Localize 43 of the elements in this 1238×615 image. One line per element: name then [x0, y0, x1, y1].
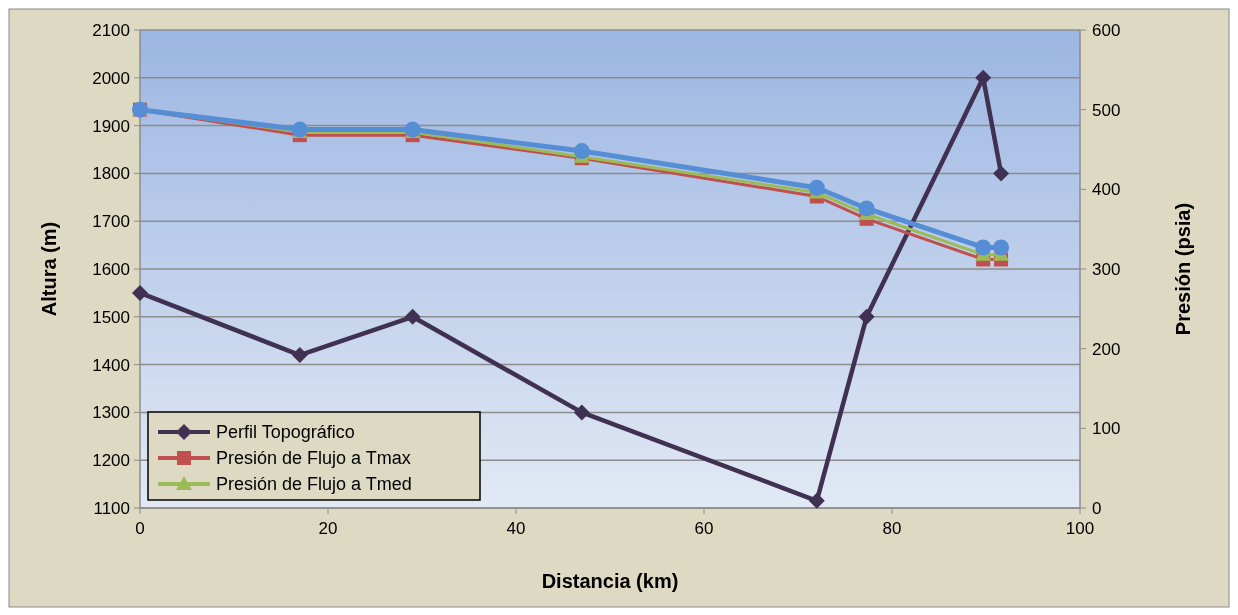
legend-label: Perfil Topográfico: [216, 422, 355, 442]
x-axis-title: Distancia (km): [541, 570, 679, 592]
point: [808, 492, 825, 509]
y-tick-label: 2100: [92, 21, 130, 40]
y-tick-label: 1100: [93, 499, 130, 518]
point: [808, 179, 825, 196]
y2-tick-label: 0: [1092, 499, 1102, 518]
x-tick-label: 20: [318, 519, 338, 538]
x-tick-label: 100: [1065, 519, 1095, 538]
y-tick-label: 1800: [92, 164, 130, 184]
y-tick-label: 1300: [92, 403, 130, 423]
y2-axis-title: Presión (psia): [1172, 202, 1194, 336]
y2-tick-label: 200: [1092, 339, 1121, 359]
y2-tick-label: 500: [1092, 100, 1121, 120]
point: [404, 308, 421, 325]
y2-tick-label: 400: [1092, 180, 1121, 200]
y-tick-label: 2000: [92, 68, 130, 88]
y-tick-label: 1400: [92, 355, 130, 375]
legend-label: Presión de Flujo a Tmax: [216, 448, 411, 468]
x-tick-label: 60: [694, 519, 714, 538]
y2-tick-label: 300: [1092, 260, 1121, 279]
point: [291, 347, 308, 364]
point: [993, 165, 1010, 182]
point: [573, 404, 590, 421]
x-tick-label: 80: [882, 519, 902, 538]
point: [132, 284, 148, 301]
y-axis-title: Altura (m): [38, 221, 60, 317]
y-tick-label: 1700: [92, 212, 130, 232]
y-tick-label: 1900: [92, 116, 130, 136]
y-tick-label: 1600: [92, 260, 130, 279]
y2-tick-label: 100: [1092, 419, 1121, 439]
point: [858, 200, 875, 217]
x-tick-label: 0: [135, 519, 145, 538]
y2-tick-label: 600: [1092, 21, 1121, 40]
point: [975, 239, 992, 256]
point: [993, 239, 1010, 256]
point: [975, 69, 992, 86]
y-tick-label: 1500: [92, 307, 130, 327]
x-tick-label: 40: [506, 519, 526, 538]
point: [573, 143, 590, 160]
y-tick-label: 1200: [92, 451, 130, 471]
legend-label: Presión de Flujo a Tmed: [216, 474, 412, 494]
point: [858, 308, 875, 325]
